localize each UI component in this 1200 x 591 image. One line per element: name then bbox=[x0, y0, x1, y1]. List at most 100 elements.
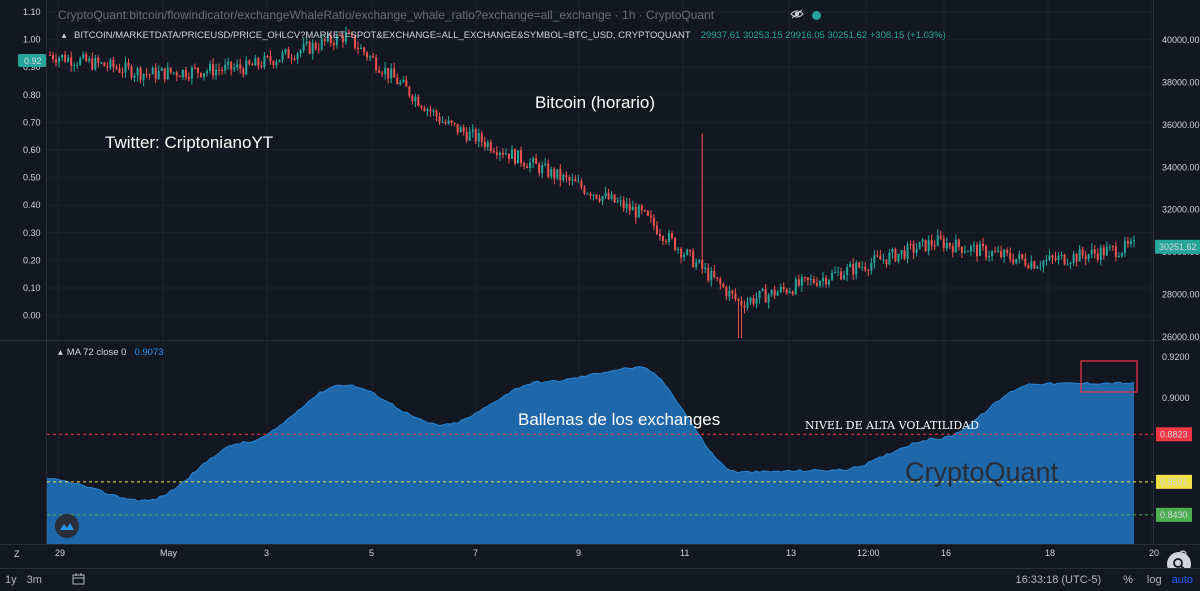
time-axis-label: 12:00 bbox=[857, 548, 880, 558]
range-3m-button[interactable]: 3m bbox=[26, 574, 42, 586]
candle-body bbox=[387, 68, 390, 79]
auto-toggle[interactable]: auto bbox=[1171, 574, 1193, 586]
candle-body bbox=[740, 300, 743, 306]
price-candles[interactable] bbox=[49, 26, 1135, 339]
collapse-icon[interactable]: ▴ bbox=[61, 29, 67, 40]
candle-body bbox=[236, 64, 239, 68]
candle-body bbox=[806, 277, 809, 280]
left-axis-tick: 0.30 bbox=[23, 228, 41, 238]
candle-body bbox=[972, 244, 975, 247]
calendar-range-icon[interactable] bbox=[67, 572, 90, 588]
right-axis[interactable]: 40000.00 38000.00 36000.00 34000.00 32000.00… bbox=[1155, 35, 1200, 342]
candle-body bbox=[598, 198, 601, 202]
candle-body bbox=[1063, 254, 1066, 265]
level-lines bbox=[47, 433, 1153, 516]
candle-body bbox=[49, 54, 51, 56]
candle-body bbox=[607, 192, 610, 200]
candle-body bbox=[677, 248, 680, 251]
watermark: CryptoQuant bbox=[905, 457, 1059, 487]
right-axis-tick: 32000.00 bbox=[1162, 205, 1200, 215]
candle-body bbox=[779, 286, 782, 292]
right-axis-tick: 40000.00 bbox=[1162, 35, 1200, 45]
candle-body bbox=[245, 60, 248, 75]
candle-body bbox=[73, 65, 76, 67]
candle-body bbox=[1120, 252, 1123, 257]
candle-body bbox=[423, 107, 426, 112]
candle-body bbox=[206, 71, 209, 74]
candle-body bbox=[384, 68, 387, 75]
candle-body bbox=[640, 205, 643, 211]
price-badge bbox=[1155, 239, 1200, 254]
candle-body bbox=[574, 179, 577, 182]
candle-body bbox=[317, 48, 320, 50]
candle-body bbox=[284, 49, 287, 53]
annotation-volatility: NIVEL DE ALTA VOLATILIDAD bbox=[805, 419, 979, 432]
cryptoquant-logo-icon[interactable] bbox=[55, 514, 79, 538]
candle-body bbox=[861, 266, 864, 268]
left-axis-tick: 1.00 bbox=[23, 35, 41, 45]
candle-body bbox=[100, 62, 103, 64]
candle-body bbox=[1133, 240, 1135, 242]
left-axis-badge-label: 0.92 bbox=[24, 56, 42, 66]
candle-body bbox=[553, 168, 556, 179]
candle-body bbox=[1084, 255, 1087, 260]
log-toggle[interactable]: log bbox=[1146, 574, 1162, 586]
left-axis-tick: 0.90 bbox=[23, 62, 41, 72]
chart-frame[interactable]: 1.10 1.00 0.90 0.80 0.70 0.60 0.50 0.40 0.30 0.20… bbox=[0, 0, 1200, 568]
candle-body bbox=[1093, 249, 1096, 254]
eye-hidden-icon[interactable] bbox=[790, 8, 804, 22]
candle-body bbox=[873, 255, 876, 264]
collapse-icon[interactable]: ▴ bbox=[58, 347, 63, 358]
candle-body bbox=[486, 142, 489, 147]
chart-canvas[interactable]: 1.10 1.00 0.90 0.80 0.70 0.60 0.50 0.40 0.30 0.20… bbox=[0, 0, 1200, 568]
candle-body bbox=[770, 289, 773, 295]
candle-body bbox=[846, 267, 849, 276]
candle-body bbox=[882, 259, 885, 261]
candle-body bbox=[646, 210, 649, 216]
right-axis-tick: 28000.00 bbox=[1162, 290, 1200, 300]
left-axis-badge bbox=[18, 54, 46, 67]
level-badge bbox=[1156, 507, 1192, 522]
candle-body bbox=[812, 278, 815, 283]
time-axis-label: 16 bbox=[941, 548, 951, 558]
legend-symbol: BITCOIN/MARKETDATA/PRICEUSD/PRICE_OHLCV?… bbox=[74, 29, 691, 41]
candle-body bbox=[966, 251, 969, 253]
candle-body bbox=[257, 58, 260, 66]
candle-body bbox=[752, 298, 755, 304]
candle-body bbox=[148, 74, 151, 76]
indicator-legend[interactable]: ▴ MA 72 close 0 0.9073 bbox=[58, 347, 164, 358]
candle-body bbox=[728, 290, 731, 297]
time-axis[interactable]: 29 May 3 5 7 9 11 13 12:00 16 18 20 bbox=[55, 548, 1159, 558]
ma-area[interactable] bbox=[46, 366, 1135, 544]
candle-body bbox=[903, 250, 906, 259]
left-axis[interactable]: 1.10 1.00 0.90 0.80 0.70 0.60 0.50 0.40 0.30 0.20… bbox=[18, 7, 46, 321]
candle-body bbox=[1030, 261, 1033, 269]
candle-body bbox=[411, 95, 414, 102]
clock-time[interactable]: 16:33:18 (UTC-5) bbox=[1015, 574, 1102, 586]
candle-body bbox=[501, 152, 504, 155]
candle-body bbox=[667, 233, 670, 242]
candle-body bbox=[616, 201, 619, 203]
candle-body bbox=[212, 63, 215, 76]
candle-body bbox=[565, 174, 568, 178]
candle-body bbox=[335, 34, 338, 46]
candle-body bbox=[985, 246, 988, 258]
candle-body bbox=[885, 259, 888, 265]
candle-body bbox=[507, 153, 510, 159]
candle-body bbox=[604, 192, 607, 197]
candle-body bbox=[909, 243, 912, 245]
range-1y-button[interactable]: 1y bbox=[5, 574, 17, 586]
indicator-axis[interactable]: 0.8823 0.8591 0.8430 0.9200 0.9000 bbox=[1156, 352, 1192, 522]
candle-body bbox=[828, 279, 831, 285]
level-badge-label: 0.8823 bbox=[1160, 429, 1188, 439]
candle-body bbox=[233, 67, 236, 70]
indicator-axis-tick: 0.9200 bbox=[1162, 352, 1190, 362]
price-legend[interactable]: ▴ BITCOIN/MARKETDATA/PRICEUSD/PRICE_OHLC… bbox=[58, 29, 946, 41]
percent-toggle[interactable]: % bbox=[1123, 574, 1133, 586]
candle-body bbox=[462, 127, 465, 133]
zoom-button[interactable]: Z bbox=[14, 549, 20, 559]
candle-body bbox=[858, 262, 861, 268]
candle-body bbox=[441, 121, 444, 123]
left-axis-tick: 0.80 bbox=[23, 90, 41, 100]
candle-body bbox=[1081, 249, 1084, 256]
